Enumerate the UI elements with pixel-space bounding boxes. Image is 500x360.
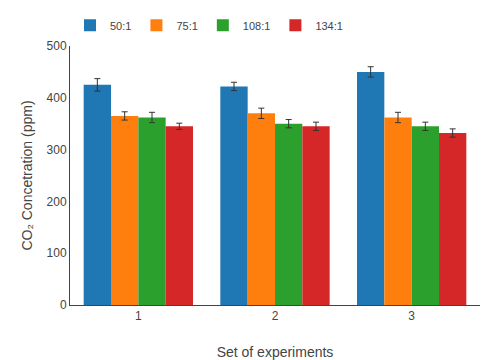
svg-text:500: 500 (47, 39, 67, 53)
svg-text:Set of experiments: Set of experiments (217, 344, 334, 360)
svg-text:100: 100 (47, 246, 67, 260)
svg-text:2: 2 (272, 309, 279, 323)
svg-text:75:1: 75:1 (176, 20, 197, 32)
svg-text:108:1: 108:1 (243, 20, 271, 32)
svg-text:1: 1 (135, 309, 142, 323)
svg-text:CO₂ Concetration (ppm): CO₂ Concetration (ppm) (19, 100, 35, 250)
svg-text:3: 3 (408, 309, 415, 323)
svg-text:400: 400 (47, 91, 67, 105)
svg-text:300: 300 (47, 143, 67, 157)
svg-text:134:1: 134:1 (315, 20, 343, 32)
svg-text:200: 200 (47, 195, 67, 209)
svg-text:0: 0 (60, 298, 67, 312)
svg-text:50:1: 50:1 (110, 20, 131, 32)
